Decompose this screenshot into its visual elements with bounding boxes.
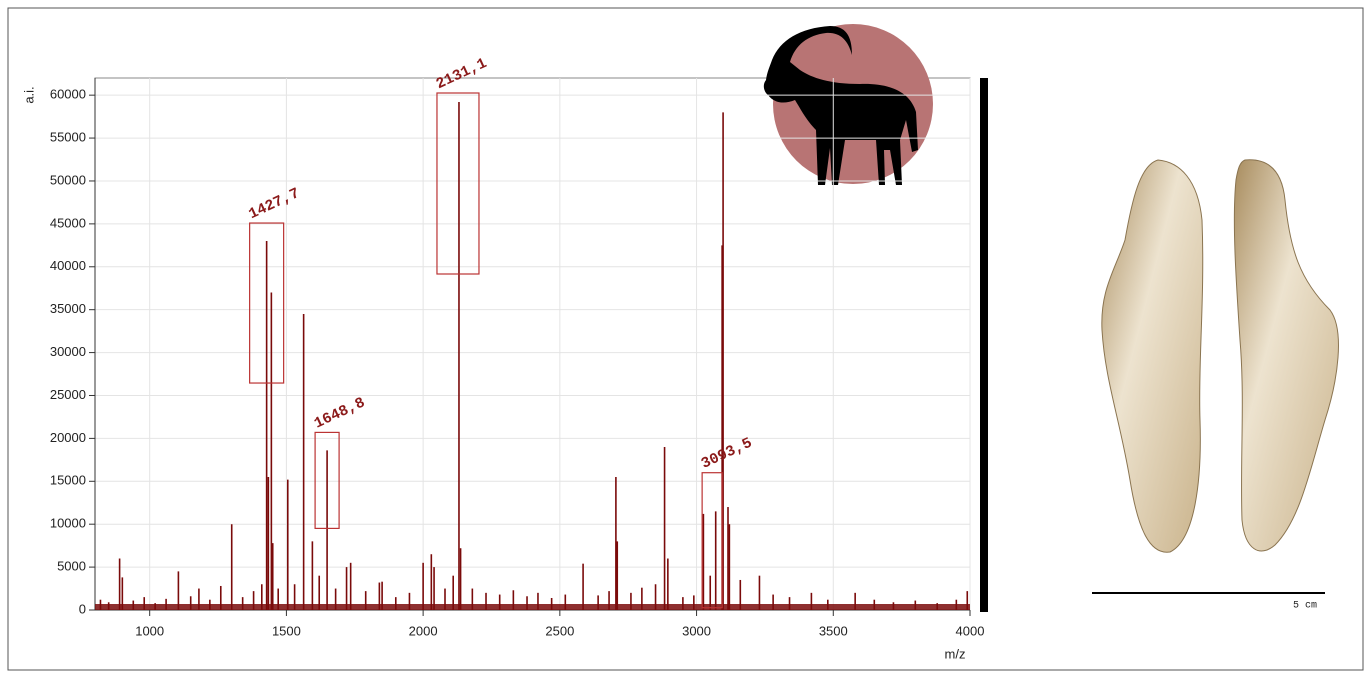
y-tick-label: 35000	[50, 301, 86, 316]
baseline-noise	[95, 604, 970, 610]
x-tick-label: 3500	[819, 623, 848, 638]
x-tick-label: 1500	[272, 623, 301, 638]
y-tick-label: 55000	[50, 130, 86, 145]
x-tick-label: 2500	[545, 623, 574, 638]
x-tick-label: 2000	[409, 623, 438, 638]
scale-bar-label: 5 cm	[1293, 601, 1317, 612]
y-tick-label: 60000	[50, 87, 86, 102]
y-tick-label: 5000	[57, 559, 86, 574]
x-tick-label: 4000	[956, 623, 985, 638]
y-tick-label: 30000	[50, 344, 86, 359]
y-tick-label: 10000	[50, 516, 86, 531]
y-tick-label: 20000	[50, 430, 86, 445]
y-tick-label: 25000	[50, 387, 86, 402]
side-bar	[980, 78, 988, 612]
figure: a.i. m/z 5 cm 0 5000 10000 15000 20000 25000 3…	[0, 0, 1371, 675]
y-tick-label: 45000	[50, 215, 86, 230]
x-tick-label: 1000	[135, 623, 164, 638]
x-axis-label: m/z	[945, 646, 966, 661]
y-tick-label: 0	[79, 601, 86, 616]
y-tick-label: 50000	[50, 172, 86, 187]
x-tick-label: 3000	[682, 623, 711, 638]
y-tick-label: 15000	[50, 473, 86, 488]
y-axis-label: a.i.	[21, 86, 36, 103]
y-tick-label: 40000	[50, 258, 86, 273]
